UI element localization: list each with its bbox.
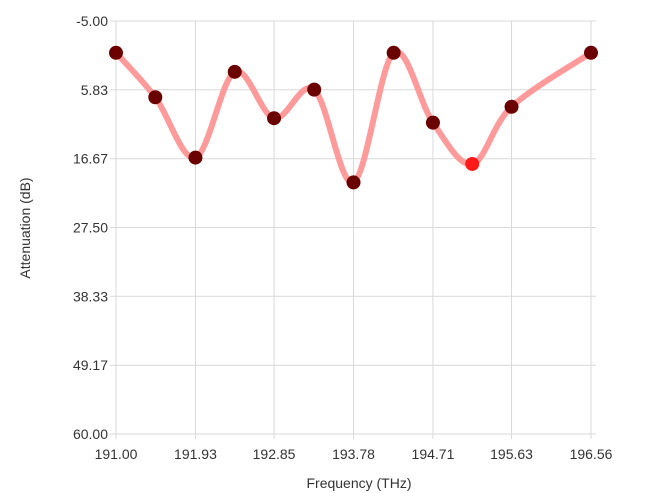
y-tick-label: 60.00: [73, 426, 108, 442]
x-tick-label: 193.78: [332, 446, 375, 462]
y-axis-title: Attenuation (dB): [17, 177, 33, 278]
markers: [109, 45, 598, 190]
data-point: [386, 45, 401, 60]
x-tick-label: 194.71: [412, 446, 455, 462]
x-tick-label: 195.63: [490, 446, 533, 462]
data-point: [346, 175, 361, 190]
y-tick-label: 27.50: [73, 220, 108, 236]
data-point: [188, 150, 203, 165]
x-axis-ticks: 191.00 191.93 192.85 193.78 194.71 195.63 196.…: [95, 446, 613, 462]
data-point: [307, 82, 322, 97]
grid: [110, 20, 596, 439]
x-axis-title: Frequency (THz): [306, 475, 411, 491]
y-tick-label: -5.00: [76, 13, 108, 29]
data-point: [425, 115, 440, 130]
y-tick-label: 5.83: [81, 82, 108, 98]
y-tick-label: 38.33: [73, 288, 108, 304]
y-tick-label: 16.67: [73, 151, 108, 167]
x-tick-label: 196.56: [570, 446, 613, 462]
data-point: [267, 111, 282, 126]
data-point: [227, 64, 242, 79]
data-point: [584, 45, 598, 60]
x-tick-label: 191.00: [95, 446, 138, 462]
x-tick-label: 192.85: [253, 446, 296, 462]
data-point: [504, 99, 519, 114]
x-tick-label: 191.93: [174, 446, 217, 462]
y-axis-ticks: -5.00 5.83 16.67 27.50 38.33 49.17 60.00: [73, 13, 108, 442]
data-point: [148, 90, 163, 105]
data-point: [109, 45, 123, 60]
highlighted-data-point: [465, 156, 480, 171]
y-tick-label: 49.17: [73, 357, 108, 373]
